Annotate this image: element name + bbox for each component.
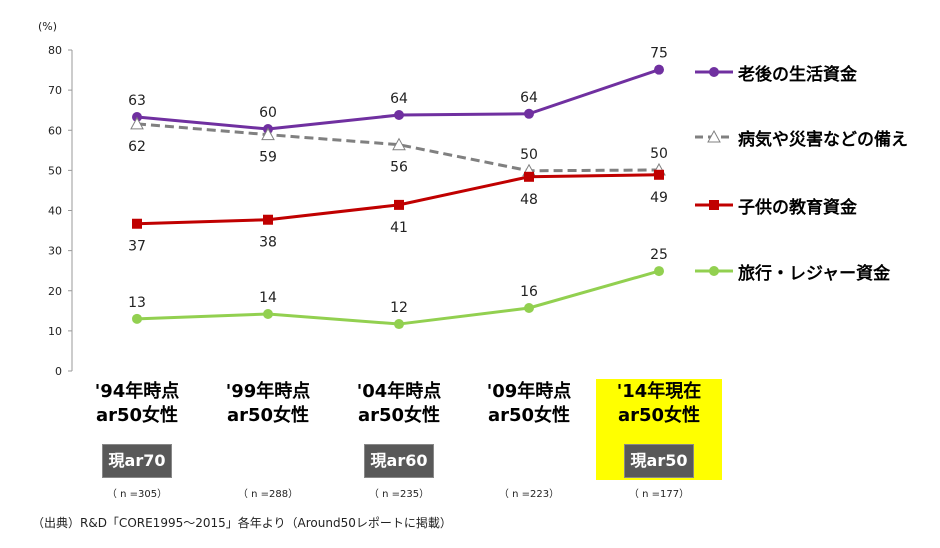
category-year: '04年時点 (356, 381, 442, 402)
legend-label: 旅行・レジャー資金 (738, 264, 891, 284)
data-label: 25 (650, 247, 668, 263)
x-category-label: '99年時点 ar50女性 (205, 379, 331, 480)
sample-size: （ n =305） (106, 489, 168, 500)
data-label: 75 (650, 46, 668, 62)
data-label: 41 (390, 220, 408, 236)
y-tick-label: 60 (48, 124, 62, 137)
data-point (394, 110, 404, 121)
data-point (394, 199, 404, 210)
data-point (132, 313, 142, 324)
category-group: ar50女性 (357, 405, 441, 426)
current-age-badge: 現ar50 (623, 444, 695, 478)
data-point (524, 303, 534, 314)
x-category-label: '94年時点 ar50女性現ar70 (74, 379, 200, 480)
sample-size: （ n =288） (237, 489, 299, 500)
data-point (132, 218, 142, 229)
series-line-2 (136, 173, 660, 226)
y-tick-label: 50 (48, 164, 62, 177)
x-category-label: '04年時点 ar50女性現ar60 (336, 379, 462, 480)
data-label: 16 (520, 284, 538, 300)
y-tick-label: 30 (48, 245, 62, 258)
legend-marker (709, 67, 719, 77)
data-label: 59 (259, 150, 277, 166)
data-point (392, 137, 406, 151)
y-tick-label: 80 (48, 44, 62, 57)
data-point (654, 169, 664, 180)
data-point (394, 319, 404, 330)
y-tick-label: 70 (48, 84, 62, 97)
data-label: 50 (650, 146, 668, 162)
sample-size: （ n =235） (368, 489, 430, 500)
data-point (261, 127, 275, 141)
category-year: '14年現在 (616, 381, 702, 402)
y-axis-unit: (%) (38, 20, 58, 33)
category-group: ar50女性 (226, 405, 310, 426)
legend-marker (709, 266, 719, 276)
data-label: 56 (390, 160, 408, 176)
data-point (524, 108, 534, 119)
data-point (524, 171, 534, 182)
current-age-badge: 現ar70 (101, 444, 173, 478)
y-tick-label: 0 (55, 365, 62, 378)
source-note: （出典）R&D「CORE1995～2015」各年より（Around50レポートに… (32, 516, 452, 530)
data-label: 62 (128, 139, 146, 155)
category-group: ar50女性 (617, 405, 701, 426)
data-label: 48 (520, 192, 538, 208)
x-category-label: '14年現在 ar50女性現ar50 (596, 379, 722, 480)
current-age-badge: 現ar60 (363, 444, 435, 478)
legend-label: 老後の生活資金 (738, 65, 857, 85)
series-line-1 (136, 122, 660, 173)
data-point (654, 266, 664, 277)
series-line-3 (136, 269, 660, 326)
legend-marker (709, 200, 719, 210)
y-tick-label: 20 (48, 285, 62, 298)
y-tick-label: 40 (48, 205, 62, 218)
data-label: 13 (128, 295, 146, 311)
data-label: 60 (259, 105, 277, 121)
data-label: 12 (390, 300, 408, 316)
data-label: 64 (390, 91, 408, 107)
legend-label: 子供の教育資金 (738, 198, 857, 218)
data-point (130, 116, 144, 130)
category-year: '94年時点 (94, 381, 180, 402)
category-group: ar50女性 (487, 405, 571, 426)
sample-size: （ n =177） (628, 489, 690, 500)
data-label: 37 (128, 239, 146, 255)
y-tick-label: 10 (48, 325, 62, 338)
data-label: 49 (650, 190, 668, 206)
x-category-label: '09年時点 ar50女性 (466, 379, 592, 480)
data-point (263, 214, 273, 225)
data-label: 63 (128, 93, 146, 109)
data-label: 50 (520, 147, 538, 163)
category-group: ar50女性 (95, 405, 179, 426)
data-point (654, 64, 664, 75)
data-label: 64 (520, 90, 538, 106)
legend-marker (707, 129, 721, 143)
category-year: '09年時点 (486, 381, 572, 402)
category-year: '99年時点 (225, 381, 311, 402)
data-label: 14 (259, 290, 277, 306)
legend-label: 病気や災害などの備え (738, 130, 908, 150)
data-point (263, 309, 273, 320)
sample-size: （ n =223） (498, 489, 560, 500)
data-label: 38 (259, 235, 277, 251)
